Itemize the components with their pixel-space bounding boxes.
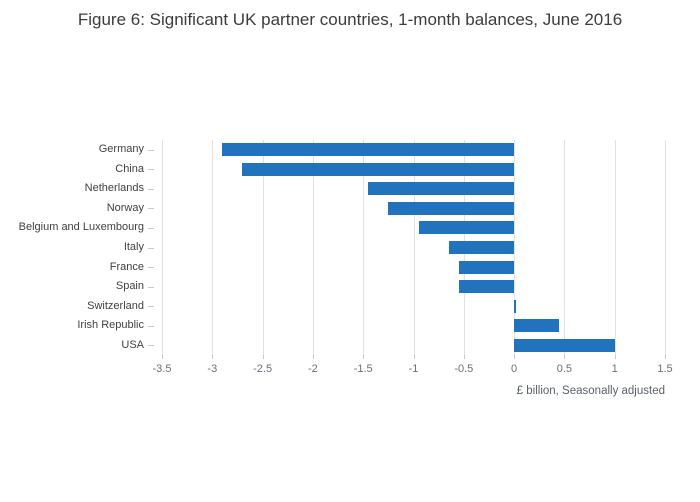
x-tick-label: -1.5 bbox=[353, 363, 373, 375]
bar bbox=[418, 221, 515, 235]
y-tick-mark bbox=[148, 208, 154, 210]
chart-title: Figure 6: Significant UK partner countri… bbox=[77, 10, 623, 29]
x-tick-mark bbox=[463, 355, 465, 359]
x-tick-label: -3 bbox=[207, 363, 218, 375]
y-axis-label: Italy bbox=[123, 241, 144, 253]
x-tick-label: 1 bbox=[611, 363, 618, 375]
y-tick-mark bbox=[148, 345, 154, 347]
y-tick-mark bbox=[148, 149, 154, 151]
bar bbox=[368, 182, 515, 196]
x-tick-label: -2 bbox=[308, 363, 318, 375]
bar bbox=[514, 319, 560, 333]
x-tick-mark bbox=[262, 355, 264, 359]
y-axis-label: China bbox=[115, 162, 144, 175]
bar bbox=[388, 201, 515, 215]
y-axis-label: Spain bbox=[115, 280, 144, 293]
bar bbox=[458, 260, 515, 274]
y-tick-mark bbox=[148, 267, 154, 269]
y-axis-label: Norway bbox=[106, 201, 144, 214]
y-axis-label: Switzerland bbox=[87, 299, 144, 312]
y-tick-mark bbox=[148, 306, 154, 308]
y-axis-label: Belgium and Luxembourg bbox=[18, 221, 144, 234]
bar bbox=[514, 299, 517, 313]
y-tick-mark bbox=[148, 325, 154, 327]
y-axis-label: USA bbox=[121, 338, 144, 351]
bar bbox=[222, 143, 515, 157]
x-tick-mark bbox=[413, 355, 415, 359]
x-tick-label: -0.5 bbox=[454, 363, 474, 375]
x-tick-label: -3.5 bbox=[152, 363, 172, 375]
y-axis-label: Germany bbox=[98, 143, 144, 156]
x-tick-mark bbox=[614, 355, 616, 359]
x-tick-mark bbox=[665, 355, 666, 359]
x-tick-label: 0.5 bbox=[556, 363, 573, 375]
y-tick-mark bbox=[148, 247, 154, 249]
x-tick-mark bbox=[312, 355, 314, 359]
x-tick-label: 1.5 bbox=[657, 363, 673, 375]
bar bbox=[514, 338, 615, 352]
y-axis-label: Netherlands bbox=[84, 182, 144, 195]
y-axis-label: France bbox=[109, 260, 144, 273]
x-tick-mark bbox=[162, 355, 163, 359]
y-tick-mark bbox=[148, 286, 154, 288]
gridline bbox=[212, 140, 214, 355]
bar bbox=[242, 162, 515, 176]
x-tick-label: -1 bbox=[408, 363, 419, 375]
x-tick-mark bbox=[514, 355, 516, 359]
y-tick-mark bbox=[148, 227, 154, 229]
gridline bbox=[665, 140, 666, 355]
gridline bbox=[363, 140, 365, 355]
gridline bbox=[262, 140, 264, 355]
gridline bbox=[614, 140, 616, 355]
gridline bbox=[162, 140, 163, 355]
y-tick-mark bbox=[148, 169, 154, 171]
gridline bbox=[413, 140, 415, 355]
x-tick-label: -2.5 bbox=[253, 363, 273, 375]
x-tick-label: 0 bbox=[511, 363, 518, 375]
y-axis-label: Irish Republic bbox=[77, 319, 144, 332]
y-tick-mark bbox=[148, 188, 154, 190]
gridline bbox=[312, 140, 314, 355]
bar bbox=[448, 241, 515, 254]
x-tick-mark bbox=[564, 355, 566, 359]
gridline bbox=[564, 140, 566, 355]
bar bbox=[458, 280, 515, 294]
x-tick-mark bbox=[212, 355, 214, 359]
x-tick-mark bbox=[363, 355, 365, 359]
gridline bbox=[514, 140, 516, 355]
x-axis-title: £ billion, Seasonally adjusted bbox=[516, 385, 665, 397]
